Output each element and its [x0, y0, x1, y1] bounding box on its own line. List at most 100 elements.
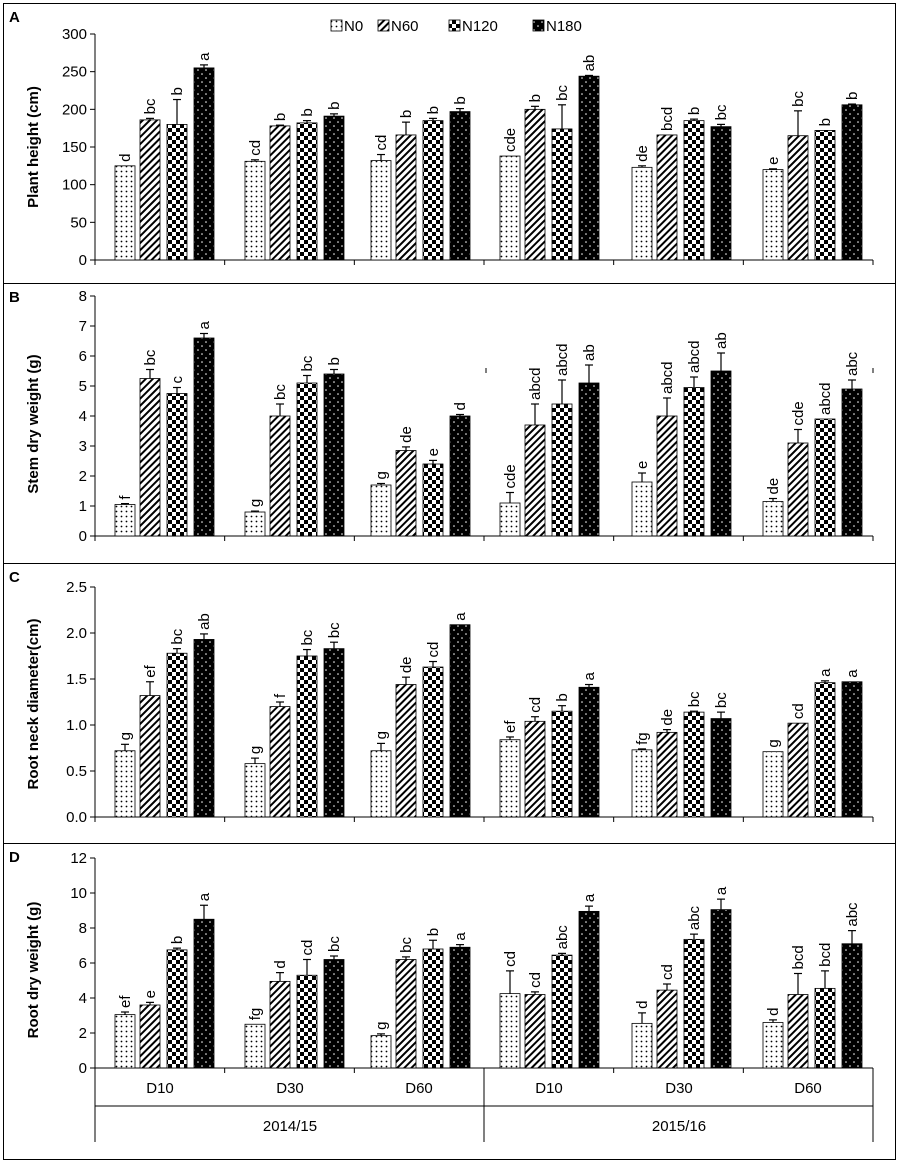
sig-label-d-n180-3: a	[452, 932, 469, 941]
sig-label-a-n120-6: b	[817, 118, 834, 126]
bar-a-n120-1	[166, 124, 188, 261]
year-label-2014-15: 2014/15	[263, 1118, 317, 1135]
sig-label-d-n120-5: abc	[686, 905, 703, 930]
bar-b-n0-4	[499, 502, 521, 537]
sig-label-b-n60-6: cde	[790, 401, 807, 425]
panel-a-plot: 0 50 100 150 200 250 300 d cd cd cde de e bc b b b bcd bc b…	[62, 26, 874, 269]
sig-label-a-n0-3: cd	[373, 135, 390, 151]
bar-a-n0-1	[114, 165, 136, 261]
bar-c-n180-6	[841, 681, 863, 818]
y-tick-label-b-2: 2	[79, 468, 87, 485]
sig-label-c-n60-1: ef	[142, 664, 159, 677]
y-tick-label-a-5: 250	[62, 64, 87, 81]
sig-label-a-n180-6: b	[844, 92, 861, 100]
sig-label-b-n0-2: g	[247, 499, 264, 507]
panel-frame-a	[3, 3, 896, 284]
sig-label-c-n0-1: g	[117, 732, 134, 740]
sig-label-a-n60-4: b	[527, 94, 544, 102]
bar-a-n120-6	[814, 130, 836, 261]
sig-label-c-n180-4: a	[581, 672, 598, 681]
y-tick-label-c-1: 0.5	[66, 763, 87, 780]
sig-label-c-n0-5: fg	[634, 732, 651, 745]
sig-label-a-n0-6: e	[765, 157, 782, 165]
bar-d-n120-4	[551, 954, 573, 1069]
sig-label-c-n180-2: bc	[326, 622, 343, 638]
panel-letter-a: A	[9, 9, 20, 26]
bar-b-n180-6	[841, 388, 863, 537]
panel-frame-b	[3, 283, 896, 564]
panel-frame-c	[3, 563, 896, 844]
sig-label-c-n0-4: ef	[502, 720, 519, 733]
year-label-2015-16: 2015/16	[652, 1118, 706, 1135]
sig-label-d-n180-2: bc	[326, 936, 343, 952]
legend-swatch-n60	[377, 19, 390, 32]
sig-label-d-n60-2: d	[272, 960, 289, 968]
sig-label-d-n180-4: a	[581, 893, 598, 902]
bar-b-n0-5	[631, 481, 653, 537]
sig-label-d-n60-6: bcd	[790, 945, 807, 969]
bar-d-n60-6	[787, 994, 809, 1069]
sig-label-d-n120-2: cd	[299, 940, 316, 956]
sig-label-c-n120-3: cd	[425, 642, 442, 658]
bar-a-n180-2	[323, 115, 345, 261]
bar-d-n120-2	[296, 974, 318, 1069]
y-tick-label-a-1: 50	[70, 214, 87, 231]
bar-b-n0-2	[244, 511, 266, 537]
bar-d-n60-1	[139, 1004, 161, 1069]
bar-d-n180-1	[193, 918, 215, 1069]
sig-label-a-n60-2: b	[272, 113, 289, 121]
bar-a-n60-5	[656, 134, 678, 261]
ylabel-b: Stem dry weight (g)	[25, 354, 42, 493]
sig-label-a-n60-5: bcd	[659, 107, 676, 131]
y-tick-label-a-4: 200	[62, 101, 87, 118]
bar-d-n180-4	[578, 910, 600, 1069]
y-tick-label-d-3: 6	[79, 955, 87, 972]
bar-c-n120-4	[551, 710, 573, 818]
bar-a-n120-5	[683, 120, 705, 261]
bar-c-n180-3	[449, 624, 471, 818]
sig-label-d-n120-3: b	[425, 928, 442, 936]
bar-b-n180-4	[578, 382, 600, 537]
sig-label-d-n60-3: bc	[398, 937, 415, 953]
sig-label-d-n0-3: g	[373, 1022, 390, 1030]
bar-d-n120-6	[814, 987, 836, 1069]
sig-label-d-n180-5: a	[713, 886, 730, 895]
panel-letter-b: B	[9, 289, 20, 306]
bar-c-n120-5	[683, 711, 705, 818]
sig-label-b-n60-1: bc	[142, 349, 159, 365]
bar-d-n180-2	[323, 959, 345, 1069]
sig-label-d-n0-6: d	[765, 1008, 782, 1016]
y-tick-label-b-0: 0	[79, 528, 87, 545]
y-tick-label-d-4: 8	[79, 920, 87, 937]
bar-c-n0-6	[762, 751, 784, 818]
sig-label-d-n0-2: fg	[247, 1008, 264, 1021]
bar-a-n60-6	[787, 135, 809, 261]
sig-label-a-n120-2: b	[299, 108, 316, 116]
panel-letter-c: C	[9, 569, 20, 586]
sig-label-c-n120-4: b	[554, 693, 571, 701]
bar-a-n120-4	[551, 128, 573, 261]
bar-a-n180-6	[841, 104, 863, 261]
legend-swatch-n120	[448, 19, 461, 32]
sig-label-b-n120-6: abcd	[817, 382, 834, 415]
y-tick-label-b-1: 1	[79, 498, 87, 515]
y-tick-label-a-2: 100	[62, 177, 87, 194]
bar-c-n60-3	[395, 684, 417, 818]
sig-label-d-n180-6: abc	[844, 902, 861, 927]
sig-label-a-n0-2: cd	[247, 140, 264, 156]
bar-a-n0-4	[499, 155, 521, 261]
sig-label-c-n120-1: bc	[169, 628, 186, 644]
legend-label-n0: N0	[344, 18, 363, 35]
bar-d-n180-6	[841, 943, 863, 1069]
sig-label-a-n180-1: a	[196, 52, 213, 61]
bar-a-n60-1	[139, 119, 161, 261]
y-tick-label-d-2: 4	[79, 990, 87, 1007]
sig-label-b-n180-6: abc	[844, 351, 861, 376]
bar-a-n0-3	[370, 160, 392, 261]
bar-d-n180-3	[449, 946, 471, 1069]
sig-label-d-n180-1: a	[196, 892, 213, 901]
y-tick-label-b-6: 6	[79, 348, 87, 365]
bar-a-n0-6	[762, 169, 784, 261]
